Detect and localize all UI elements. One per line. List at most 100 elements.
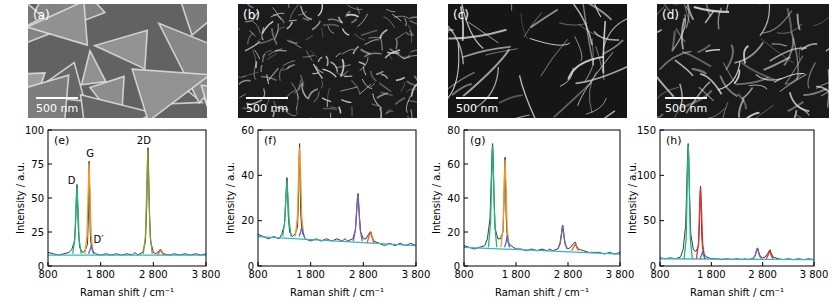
flake-edge [408, 116, 411, 118]
flake-edge [263, 89, 265, 98]
fitted-peak [283, 182, 291, 236]
flake-edge [405, 32, 412, 35]
fitted-peak [367, 232, 374, 243]
flake-edge [395, 39, 397, 49]
flake-edge [342, 49, 354, 54]
flake-edge [379, 108, 381, 118]
flake-edge [559, 4, 592, 45]
flake-edge [788, 102, 804, 111]
flake-edge [341, 100, 351, 103]
flake-edge [239, 94, 245, 97]
flake-edge [341, 59, 344, 76]
fitted-peak [89, 246, 94, 254]
flake-edge [301, 75, 304, 87]
flake-edge [357, 7, 359, 14]
peak-label: 2D [137, 135, 151, 146]
y-tick-label: 60 [241, 125, 254, 136]
flake-edge [390, 49, 404, 59]
flake-edge [657, 114, 663, 118]
flake-edge [361, 49, 371, 53]
plot-data [48, 148, 206, 255]
panel-label: (d) [662, 8, 679, 22]
flake-edge [734, 70, 739, 84]
flake-edge [287, 22, 293, 29]
x-tick-label: 3 800 [606, 269, 635, 280]
flake-edge [657, 67, 674, 96]
flake-edge [238, 28, 240, 35]
flake-edge [448, 30, 506, 39]
flake-edge [808, 63, 815, 89]
flake-edge [322, 98, 331, 102]
flake-edge [379, 83, 391, 92]
fitted-peak [85, 164, 93, 254]
fitted-peak [766, 251, 773, 259]
flake-edge [697, 45, 710, 53]
fitted-peak [464, 247, 620, 254]
y-tick-label: 40 [447, 193, 460, 204]
plot-frame [660, 130, 814, 266]
flake-edge [486, 115, 530, 118]
peak-label: G [86, 148, 94, 159]
fitted-peak [501, 161, 509, 248]
flake-edge [351, 19, 356, 23]
flake-edge [321, 28, 323, 38]
flake-edge [242, 72, 259, 77]
flake-edge [328, 88, 330, 102]
flake-edge [260, 39, 273, 44]
flake-edge [797, 106, 809, 115]
flake-edge [268, 49, 282, 56]
flake-edge [311, 118, 320, 119]
peak-label: D′ [94, 234, 105, 245]
measured-spectrum [464, 144, 620, 255]
x-tick [516, 262, 517, 266]
x-tick-label: 2 800 [139, 269, 168, 280]
y-tick [258, 220, 262, 221]
flake-edge [321, 81, 322, 89]
x-tick [310, 262, 311, 266]
peak-label: D [68, 175, 76, 186]
flake-edge [414, 76, 417, 82]
x-axis-title: Raman shift / cm⁻¹ [80, 287, 174, 298]
flake-edge [682, 4, 689, 23]
fitted-peak [73, 187, 81, 254]
plot-data [660, 144, 814, 260]
fitted-peak [572, 244, 579, 251]
flake-edge [336, 65, 351, 68]
measured-spectrum [258, 144, 416, 246]
flake-edge [376, 71, 383, 74]
spectrum-chart: 8001 8002 8003 8000255075100(e)DGD′2DRam… [15, 125, 220, 299]
flake-edge [727, 4, 743, 11]
panel-label: (b) [243, 8, 260, 22]
x-tick-label: 1 800 [697, 269, 726, 280]
sem-image [448, 4, 627, 118]
flake-edge [371, 71, 377, 82]
panel-label: (e) [54, 134, 69, 147]
y-tick-label: 100 [25, 125, 44, 136]
flake-edge [520, 75, 540, 118]
flake-edge [780, 74, 807, 91]
x-tick-label: 3 800 [192, 269, 221, 280]
y-axis-title: Intensity / a.u. [15, 162, 26, 234]
flake-edge [705, 50, 719, 52]
image-background [238, 4, 417, 118]
scale-bar [456, 97, 498, 99]
fitted-peak [684, 145, 692, 258]
plot-data [258, 144, 416, 246]
flake [132, 69, 207, 118]
sem-image [28, 4, 207, 118]
x-axis-title: Raman shift / cm⁻¹ [495, 287, 589, 298]
flake-edge [583, 4, 594, 65]
panel-label: (h) [666, 134, 682, 147]
scale-bar [665, 97, 707, 99]
flake-edge [262, 27, 264, 40]
flake-edge [318, 57, 322, 62]
y-tick [464, 198, 468, 199]
flake-edge [692, 69, 706, 74]
flake-edge [360, 84, 371, 93]
y-tick-label: 150 [637, 125, 656, 136]
fitted-peak [660, 258, 814, 260]
y-tick-label: 0 [650, 261, 656, 272]
flake-edge [248, 33, 254, 44]
flake-edge [245, 41, 260, 50]
y-tick-label: 80 [447, 125, 460, 136]
